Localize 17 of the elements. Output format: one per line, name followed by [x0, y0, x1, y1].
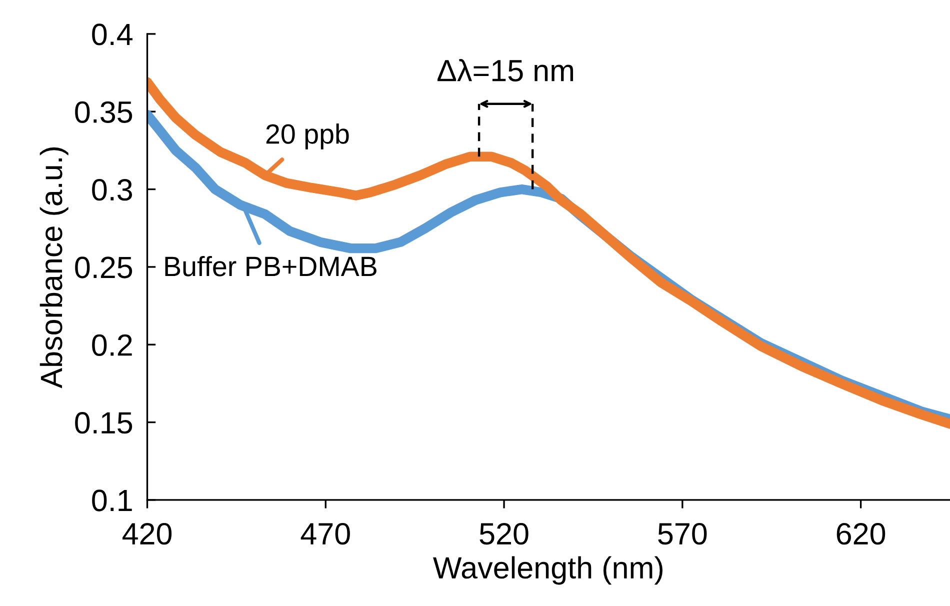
- annotation: 20 ppb: [266, 123, 349, 150]
- y-tick-label: 0.2: [92, 334, 132, 356]
- y-tick-label: 0.35: [75, 101, 132, 123]
- y-tick-label: 0.4: [92, 24, 132, 46]
- y-tick-label: 0.25: [75, 256, 132, 278]
- y-tick-label: 0.1: [92, 490, 132, 512]
- annotation: Buffer PB+DMAB: [165, 256, 376, 276]
- x-tick-label: 570: [658, 522, 707, 545]
- y-tick-label: 0.15: [75, 412, 132, 434]
- x-tick-label: 420: [122, 522, 172, 545]
- y-tick-label: 0.3: [92, 179, 132, 201]
- y-axis-title: Absorbance (a.u.): [40, 147, 68, 388]
- x-tick-label: 470: [300, 522, 350, 545]
- x-axis-title: Wavelength (nm): [433, 556, 662, 585]
- annotation: Δλ=15 nm: [438, 59, 574, 82]
- x-tick-label: 620: [836, 522, 886, 545]
- x-tick-label: 520: [480, 522, 528, 545]
